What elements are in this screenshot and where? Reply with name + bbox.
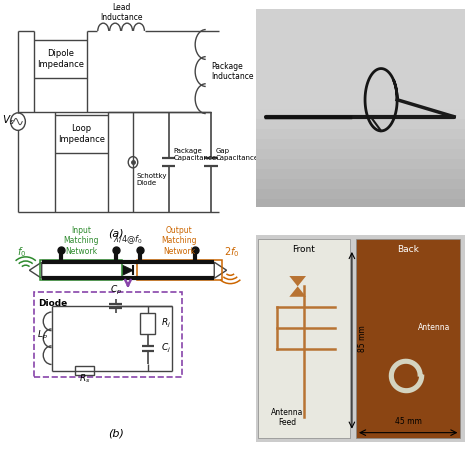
Text: $R_s$: $R_s$ [79,373,91,385]
Bar [256,158,465,168]
Text: Back: Back [397,245,419,254]
Bar [34,40,87,78]
Bar [256,108,465,118]
Bar [256,9,465,19]
Bar [256,69,465,78]
Text: 45 mm: 45 mm [395,418,422,427]
Text: Gap
Capacitance: Gap Capacitance [216,148,259,161]
Text: Lead
Inductance: Lead Inductance [100,3,142,22]
Text: 85 mm: 85 mm [358,325,367,352]
Bar [55,115,108,153]
Text: $R_j$: $R_j$ [161,317,171,330]
Bar [256,178,465,188]
Polygon shape [289,276,306,286]
Polygon shape [289,286,306,297]
Text: $2f_0$: $2f_0$ [224,245,240,259]
Text: Package
Inductance: Package Inductance [211,62,254,81]
Text: Antenna
Feed: Antenna Feed [271,408,303,428]
Text: Dipole
Impedance: Dipole Impedance [37,49,84,69]
Bar [256,148,465,158]
Bar [356,239,460,438]
Text: $V_s$: $V_s$ [1,113,14,127]
Bar [256,118,465,128]
Text: Front: Front [292,245,315,254]
Bar [256,49,465,59]
Bar [256,98,465,108]
Text: $C_p$: $C_p$ [109,284,122,297]
Text: Diode: Diode [38,299,67,308]
Bar [256,59,465,69]
Bar [256,128,465,138]
Text: $L_p$: $L_p$ [37,329,47,342]
Bar [256,39,465,49]
Text: (a): (a) [108,229,124,239]
Bar [40,260,122,280]
Text: Antenna: Antenna [418,323,450,332]
Text: $C_j$: $C_j$ [161,342,171,355]
Bar [256,168,465,178]
Text: Loop
Impedance: Loop Impedance [58,124,105,144]
Bar [256,138,465,148]
Text: Input
Matching
Network: Input Matching Network [64,226,99,256]
Bar [256,88,465,98]
Bar [140,313,155,334]
Text: $\lambda/4@f_0$: $\lambda/4@f_0$ [113,233,143,246]
Text: Schottky
Diode: Schottky Diode [136,173,167,186]
Text: (b): (b) [108,428,124,438]
Bar [256,188,465,198]
Bar [256,19,465,29]
Bar [137,260,222,280]
Text: Package
Capacitance: Package Capacitance [173,148,217,161]
Text: $f_0$: $f_0$ [17,245,27,259]
Text: Output
Matching
Network: Output Matching Network [161,226,197,256]
Bar [256,78,465,88]
Polygon shape [123,265,133,275]
Bar [256,29,465,39]
Bar [75,366,94,375]
Bar [256,198,465,207]
Bar [258,239,350,438]
Bar [34,292,182,377]
